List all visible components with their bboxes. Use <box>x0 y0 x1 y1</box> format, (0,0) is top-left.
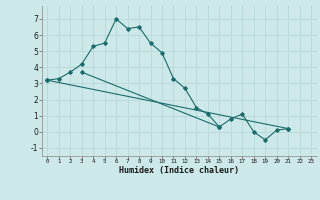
X-axis label: Humidex (Indice chaleur): Humidex (Indice chaleur) <box>119 166 239 175</box>
